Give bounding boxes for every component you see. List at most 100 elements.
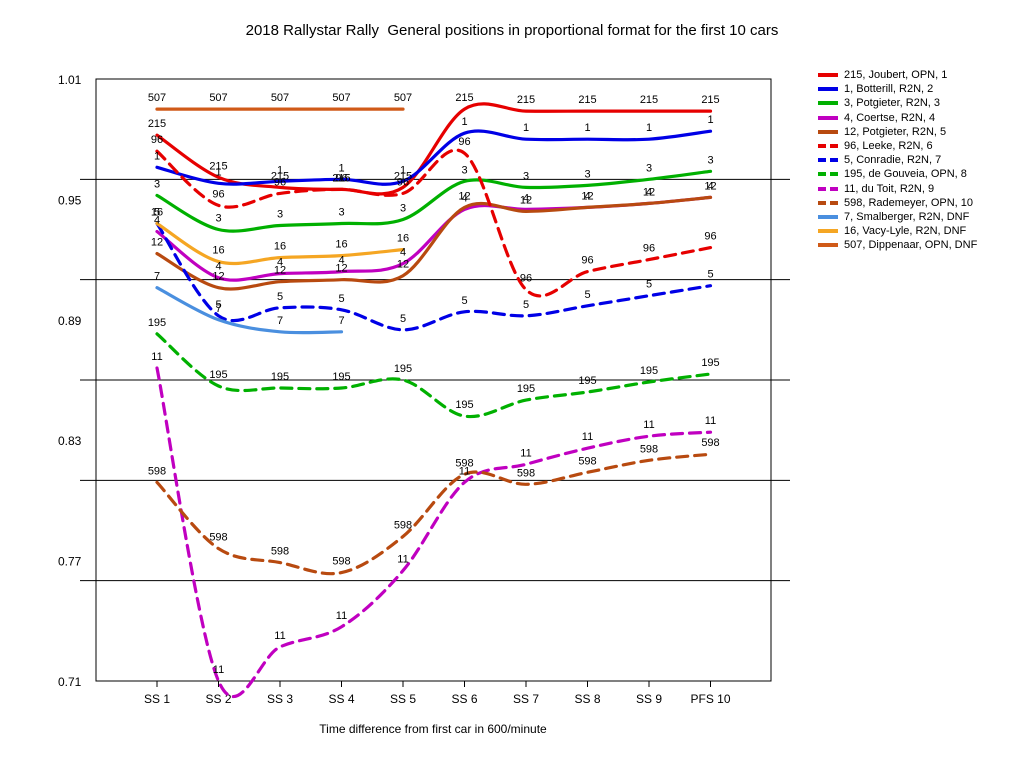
x-tick-label: SS 4 [328, 692, 354, 706]
data-label-96: 96 [458, 136, 470, 148]
data-label-11: 11 [151, 351, 162, 363]
data-label-12: 12 [520, 194, 532, 206]
data-label-96: 96 [335, 172, 347, 184]
y-tick-label: 0.83 [58, 434, 82, 448]
legend-swatch [818, 243, 838, 248]
data-label-4: 4 [584, 190, 590, 202]
data-label-195: 195 [455, 399, 473, 411]
legend-item: 1, Botterill, R2N, 2 [818, 82, 977, 96]
data-label-507: 507 [332, 92, 350, 104]
legend-label: 11, du Toit, R2N, 9 [844, 182, 935, 195]
data-label-96: 96 [274, 176, 286, 188]
series-line-96 [155, 148, 713, 298]
data-label-16: 16 [397, 233, 409, 245]
data-label-96: 96 [520, 273, 532, 285]
legend-item: 7, Smalberger, R2N, DNF [818, 210, 977, 224]
legend-item: 96, Leeke, R2N, 6 [818, 139, 977, 153]
legend-swatch [818, 214, 838, 219]
data-label-3: 3 [523, 170, 529, 182]
data-label-3: 3 [338, 206, 344, 218]
data-label-12: 12 [274, 265, 286, 277]
legend-swatch [818, 129, 838, 134]
data-label-4: 4 [461, 192, 467, 204]
data-label-215: 215 [640, 94, 658, 106]
data-label-4: 4 [646, 186, 652, 198]
legend-label: 5, Conradie, R2N, 7 [844, 154, 942, 167]
x-tick-label: SS 1 [144, 692, 170, 706]
data-label-507: 507 [394, 92, 412, 104]
data-label-507: 507 [209, 92, 227, 104]
data-label-1: 1 [338, 162, 344, 174]
legend-label: 4, Coertse, R2N, 4 [844, 111, 936, 124]
data-label-5: 5 [523, 299, 529, 311]
data-label-195: 195 [271, 371, 289, 383]
data-label-5: 5 [646, 279, 652, 291]
legend-item: 5, Conradie, R2N, 7 [818, 153, 977, 167]
data-label-11: 11 [705, 415, 716, 427]
data-label-16: 16 [274, 241, 286, 253]
legend-label: 1, Botterill, R2N, 2 [844, 83, 934, 96]
legend-item: 12, Potgieter, R2N, 5 [818, 125, 977, 139]
legend-label: 507, Dippenaar, OPN, DNF [844, 239, 978, 252]
data-label-11: 11 [520, 447, 531, 459]
x-tick-label: SS 7 [513, 692, 539, 706]
series-lines [155, 102, 713, 699]
data-label-4: 4 [707, 180, 713, 192]
data-label-96: 96 [643, 243, 655, 255]
data-label-598: 598 [271, 546, 289, 558]
data-label-96: 96 [397, 176, 409, 188]
series-line-5 [155, 221, 713, 332]
data-label-12: 12 [397, 259, 409, 271]
data-label-5: 5 [707, 269, 713, 281]
plot-frame [95, 78, 772, 682]
data-label-3: 3 [277, 208, 283, 220]
legend-swatch [818, 186, 838, 191]
legend-label: 7, Smalberger, R2N, DNF [844, 210, 970, 223]
data-label-1: 1 [400, 164, 406, 176]
data-label-598: 598 [517, 467, 535, 479]
data-label-12: 12 [704, 180, 716, 192]
x-tick-label: SS 6 [451, 692, 477, 706]
data-label-1: 1 [523, 122, 529, 134]
data-label-3: 3 [215, 213, 221, 225]
data-label-195: 195 [148, 317, 166, 329]
data-label-1: 1 [461, 116, 467, 128]
data-label-215: 215 [332, 172, 350, 184]
x-tick-label: SS 3 [267, 692, 293, 706]
y-tick-label: 0.95 [58, 193, 82, 207]
data-label-12: 12 [151, 237, 163, 249]
data-label-195: 195 [209, 369, 227, 381]
series-line-16 [155, 221, 405, 266]
series-line-7 [155, 286, 344, 335]
data-label-96: 96 [704, 231, 716, 243]
data-label-215: 215 [209, 160, 227, 172]
data-label-195: 195 [578, 375, 596, 387]
data-label-195: 195 [394, 363, 412, 375]
data-label-215: 215 [578, 94, 596, 106]
data-label-1: 1 [154, 150, 160, 162]
data-label-215: 215 [394, 170, 412, 182]
legend-item: 4, Coertse, R2N, 4 [818, 111, 977, 125]
data-label-12: 12 [335, 263, 347, 275]
legend-swatch [818, 73, 838, 78]
series-line-195 [155, 332, 713, 419]
legend-label: 96, Leeke, R2N, 6 [844, 140, 933, 153]
data-label-5: 5 [277, 291, 283, 303]
legend-item: 195, de Gouveia, OPN, 8 [818, 167, 977, 181]
data-label-3: 3 [154, 178, 160, 190]
data-label-12: 12 [581, 190, 593, 202]
data-label-12: 12 [643, 186, 655, 198]
data-label-1: 1 [215, 166, 221, 178]
data-label-598: 598 [640, 443, 658, 455]
data-label-195: 195 [640, 365, 658, 377]
data-label-3: 3 [707, 154, 713, 166]
data-label-11: 11 [397, 554, 408, 566]
x-axis-label: Time difference from first car in 600/mi… [319, 722, 547, 736]
legend-item: 215, Joubert, OPN, 1 [818, 68, 977, 82]
y-tick-label: 1.01 [58, 73, 82, 87]
data-label-598: 598 [332, 556, 350, 568]
data-label-11: 11 [582, 431, 593, 443]
series-line-11 [155, 366, 713, 699]
legend-item: 507, Dippenaar, OPN, DNF [818, 238, 977, 252]
data-label-598: 598 [701, 437, 719, 449]
